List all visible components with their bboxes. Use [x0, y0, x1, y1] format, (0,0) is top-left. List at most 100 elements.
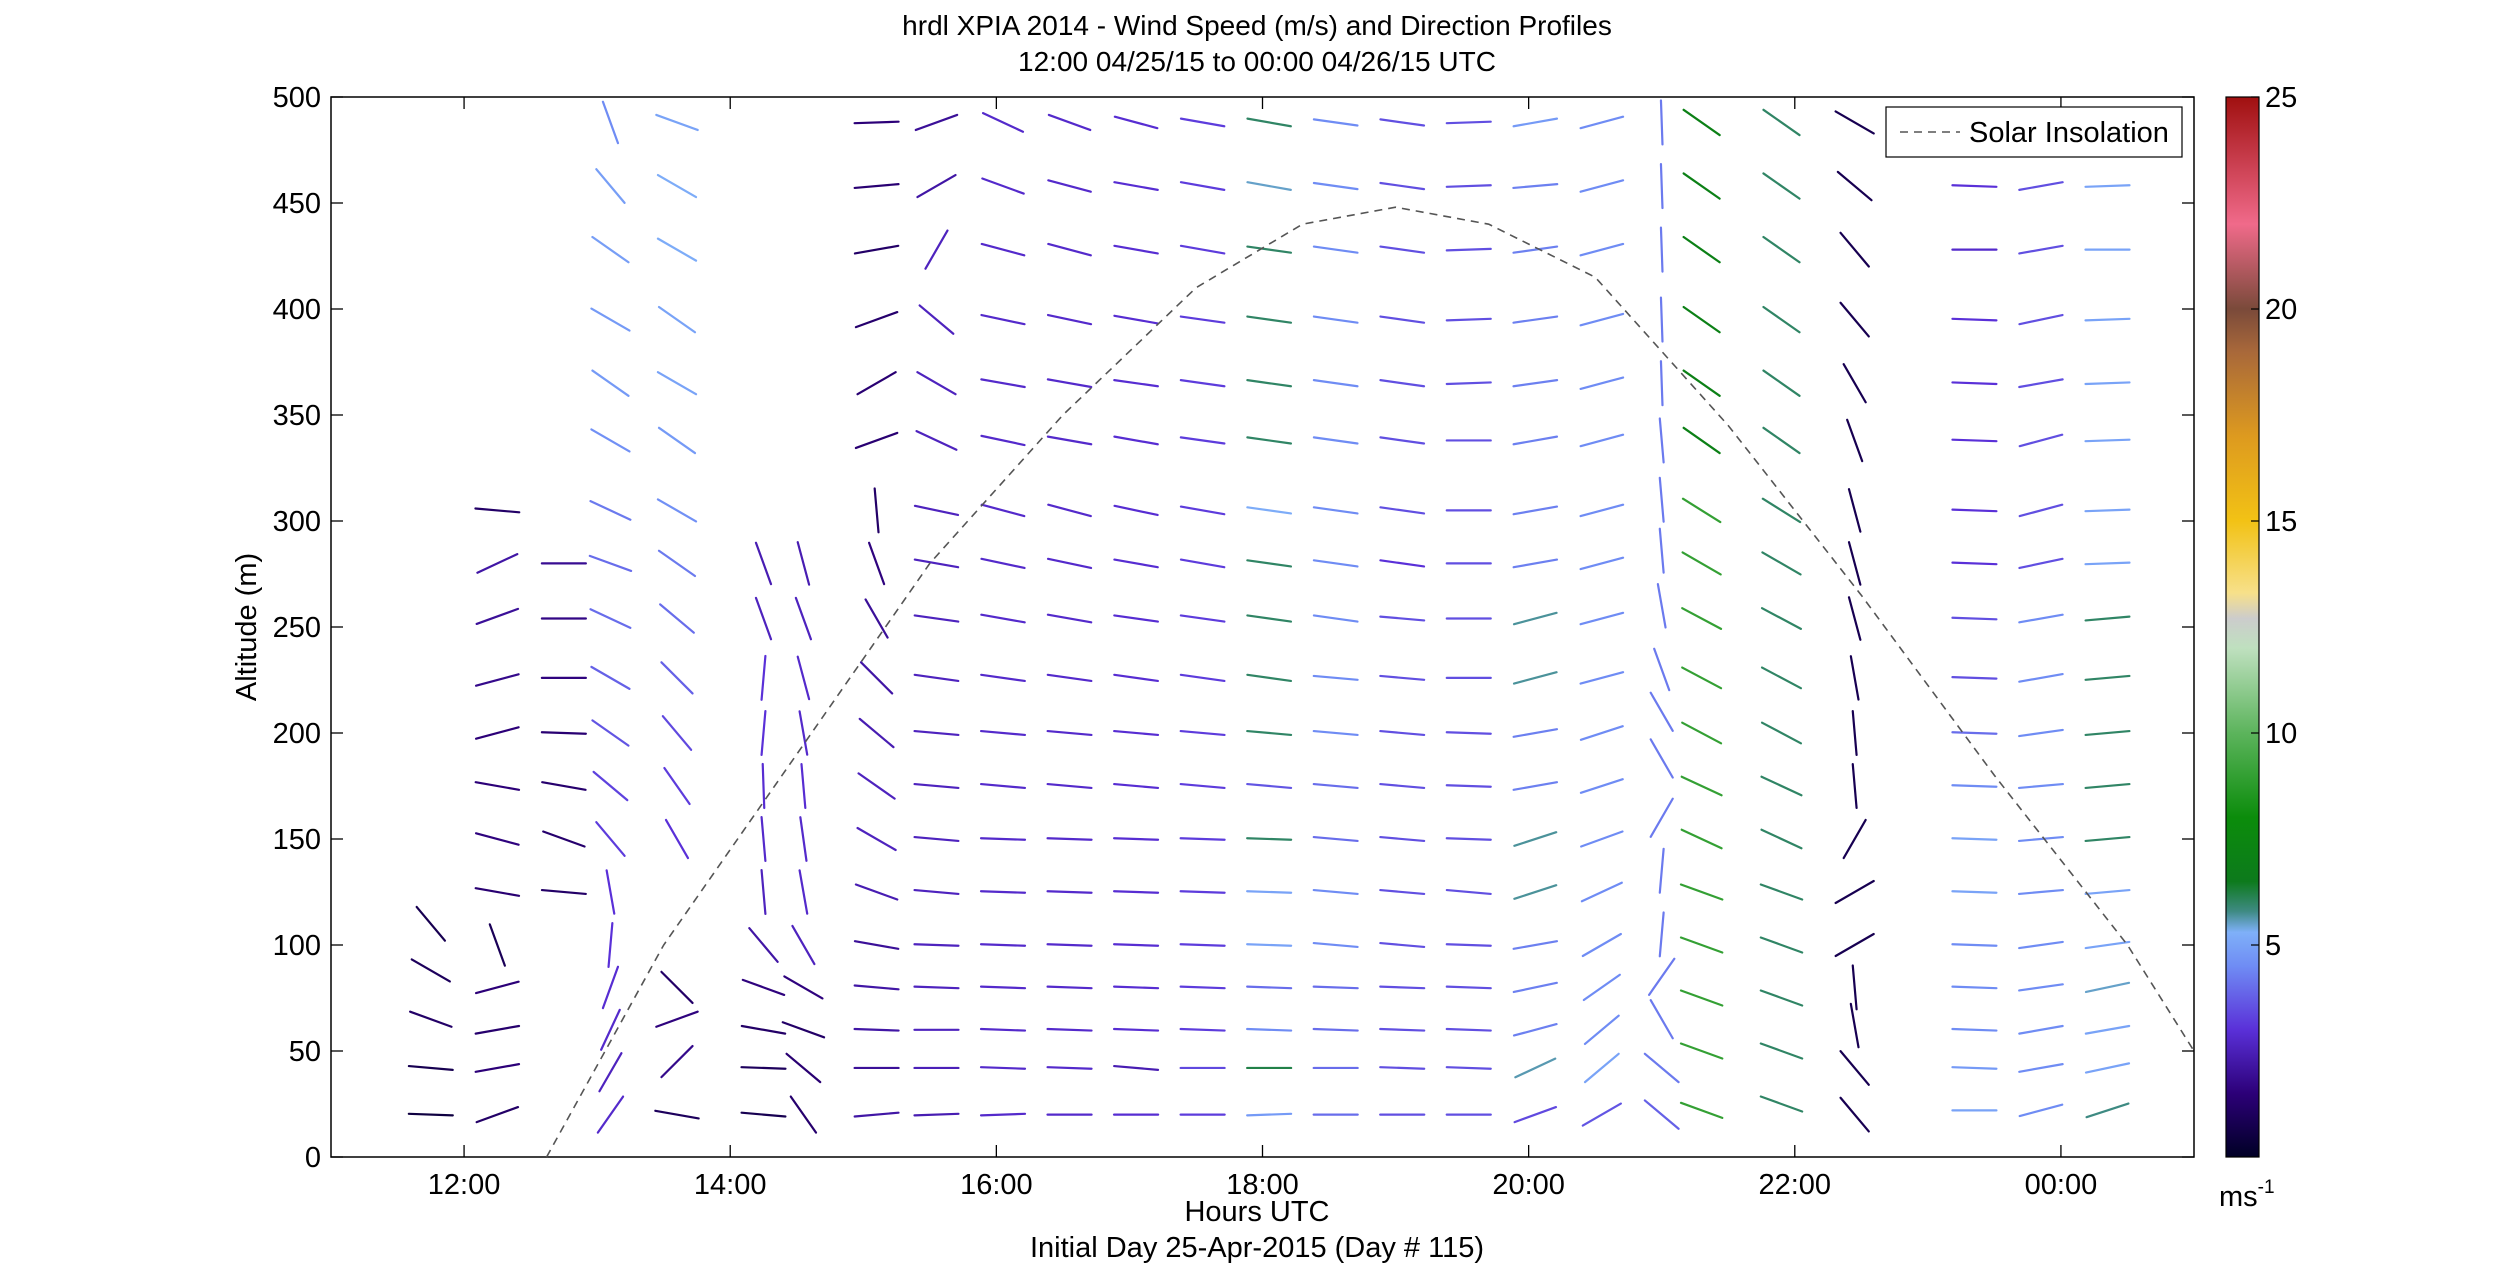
wind-barb [2018, 433, 2064, 448]
wind-barb [1681, 497, 1722, 524]
wind-barb [1445, 381, 1492, 386]
wind-barb [2084, 561, 2131, 566]
wind-barb [1246, 890, 1293, 894]
wind-barb [1379, 245, 1426, 254]
wind-barb [913, 888, 960, 896]
wind-barb [1246, 673, 1293, 683]
wind-barb [1113, 314, 1159, 325]
wind-barb [595, 168, 626, 204]
wind-barb [979, 729, 1027, 737]
wind-barb [791, 924, 816, 966]
wind-barb [1445, 784, 1492, 788]
wind-barb [918, 304, 955, 335]
wind-barb [760, 709, 767, 757]
wind-barb [799, 816, 808, 862]
wind-barbs [407, 99, 2131, 1134]
wind-barb [1112, 890, 1160, 894]
y-tick-label: 0 [305, 1142, 321, 1174]
wind-barb [1649, 797, 1674, 838]
wind-barb [2018, 1063, 2064, 1073]
wind-barb [1046, 1066, 1093, 1070]
wind-barb [1112, 985, 1160, 990]
wind-barb [2085, 1102, 2130, 1119]
wind-barb [1583, 1014, 1620, 1046]
wind-barb [589, 500, 632, 521]
wind-barb [740, 1111, 787, 1118]
wind-barb [913, 504, 960, 517]
wind-barb [1379, 1066, 1426, 1070]
wind-barb [1379, 181, 1426, 191]
wind-barb [980, 557, 1026, 570]
wind-barb [1179, 614, 1226, 623]
wind-barb [1246, 117, 1292, 128]
wind-barb [1682, 426, 1721, 455]
wind-barb [1951, 438, 1998, 443]
wind-barb [1512, 435, 1559, 446]
wind-barb [2084, 981, 2131, 994]
wind-barb [1379, 615, 1426, 622]
wind-barb [1579, 433, 1625, 448]
wind-barb [2017, 835, 2064, 843]
wind-barb [2084, 184, 2131, 188]
wind-barb [474, 726, 520, 740]
wind-barb [853, 1027, 900, 1032]
wind-barb [760, 868, 767, 916]
wind-barb [1679, 989, 1724, 1007]
wind-barb [2018, 503, 2064, 518]
wind-barb [1762, 108, 1801, 137]
wind-barb [1046, 313, 1093, 326]
wind-barb [2018, 557, 2064, 570]
wind-barb [1834, 932, 1875, 958]
wind-barb [915, 430, 958, 451]
wind-barb [1761, 551, 1802, 576]
wind-barb [914, 113, 959, 132]
wind-barb [980, 613, 1026, 624]
wind-barb [1047, 242, 1092, 257]
wind-barb [2018, 672, 2064, 683]
wind-barb [1659, 360, 1664, 407]
wind-barb [1379, 674, 1426, 681]
wind-barb [1658, 476, 1665, 523]
wind-barb [854, 431, 899, 450]
wind-barb [740, 1024, 787, 1035]
wind-barb [2018, 244, 2064, 255]
wind-barb [1312, 118, 1359, 127]
wind-barb [1179, 1027, 1226, 1032]
wind-barb [1681, 607, 1723, 630]
wind-barb [475, 607, 520, 626]
wind-barb [1312, 315, 1359, 324]
colorbar-tick-label: 10 [2265, 718, 2297, 750]
wind-barb [660, 1044, 694, 1079]
wind-barb [1445, 120, 1492, 125]
wind-barb [854, 310, 899, 329]
wind-barb [1046, 729, 1093, 737]
y-tick-label: 200 [273, 718, 321, 750]
wind-barb [1951, 1027, 1998, 1032]
wind-barb [590, 665, 631, 690]
wind-barb [1047, 113, 1092, 132]
wind-barb [657, 426, 697, 455]
wind-barb [2018, 181, 2064, 191]
wind-barb [1842, 818, 1867, 860]
wind-barb [1682, 108, 1721, 137]
wind-barb [754, 596, 773, 641]
wind-barb [1579, 778, 1624, 794]
wind-barb [1659, 99, 1664, 146]
wind-barb [1681, 666, 1723, 690]
wind-barb [1760, 607, 1803, 630]
wind-barb [1649, 738, 1674, 779]
wind-barb [1113, 181, 1159, 191]
x-axis-ticks: 12:00 14:00 16:00 18:00 20:00 22:00 00:00 [428, 97, 2097, 1201]
wind-barb [1312, 379, 1359, 388]
wind-barb [1658, 527, 1665, 574]
wind-barb [1512, 781, 1559, 791]
wind-barb [979, 1112, 1027, 1117]
wind-barb [2084, 835, 2131, 843]
wind-barb [798, 869, 809, 915]
wind-barb [657, 549, 697, 578]
wind-barb [1512, 558, 1559, 569]
x-axis-label: Hours UTC [1184, 1196, 1329, 1228]
wind-barb [2084, 317, 2131, 322]
y-tick-label: 300 [273, 506, 321, 538]
wind-barb [1682, 172, 1721, 200]
